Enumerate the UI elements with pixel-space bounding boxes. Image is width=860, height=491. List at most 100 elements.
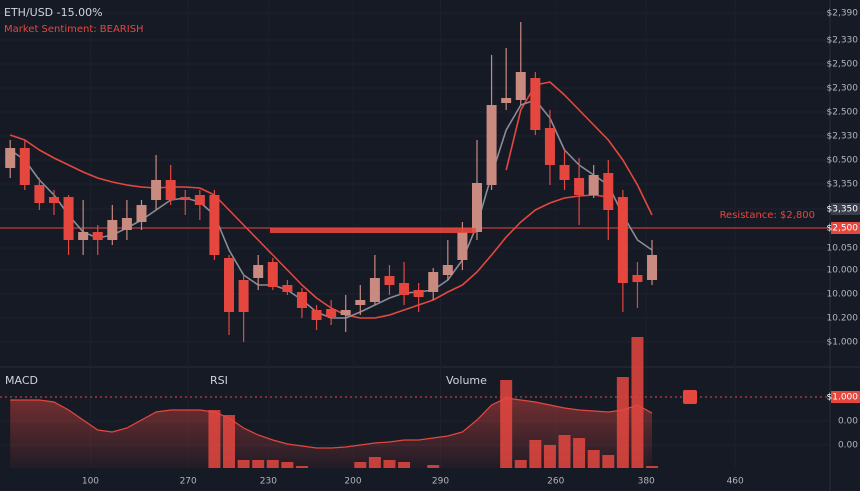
oscillator-area xyxy=(10,398,653,468)
y-tick-label: $1.000 xyxy=(827,338,859,348)
candle-body xyxy=(296,292,307,308)
candle-body xyxy=(34,185,45,203)
candle-body xyxy=(647,255,658,280)
candle-body xyxy=(384,276,395,285)
volume-bar xyxy=(237,460,250,468)
y-tick-label: $2,500 xyxy=(827,60,859,70)
candle-body xyxy=(121,218,132,230)
candle-body xyxy=(209,195,220,255)
volume-bar xyxy=(295,466,308,468)
volume-bar xyxy=(543,445,556,468)
candle-body xyxy=(282,285,293,292)
y-tick-label: $2,500 xyxy=(827,224,859,234)
candle-body xyxy=(151,180,162,200)
candle-body xyxy=(442,265,453,275)
volume-bar xyxy=(587,450,600,468)
y-tick-label: $1.000 xyxy=(827,393,859,403)
candle-body xyxy=(267,262,278,287)
candle-body xyxy=(632,275,643,282)
candle-body xyxy=(19,148,30,185)
candle-body xyxy=(92,232,103,240)
volume-bar xyxy=(646,466,659,468)
candle-body xyxy=(588,175,599,195)
x-tick-label: 260 xyxy=(547,477,564,487)
candle-body xyxy=(617,197,628,283)
y-tick-label: $2,390 xyxy=(827,9,859,19)
y-tick-label: 0.00 xyxy=(838,417,858,427)
candle-body xyxy=(194,195,205,205)
candle-body xyxy=(180,197,191,200)
x-tick-label: 200 xyxy=(344,477,361,487)
x-tick-label: 230 xyxy=(260,477,277,487)
y-tick-label: 10.000 xyxy=(827,266,859,276)
volume-bar xyxy=(602,455,615,468)
labels: $2,390 $2,330 $2,500 $2,300 $2.500 $2,330 $0.5… xyxy=(5,9,860,487)
y-tick-label: $2.500 xyxy=(827,108,859,118)
candle-body xyxy=(107,220,118,240)
volume-bar xyxy=(252,460,265,468)
candle-body xyxy=(544,128,555,165)
y-tick-label: $2,330 xyxy=(827,36,859,46)
x-tick-label: 100 xyxy=(82,477,99,487)
volume-bar xyxy=(223,415,236,468)
y-tick-label: $3,350 xyxy=(827,180,859,190)
volume-bar xyxy=(500,380,513,468)
candle-body xyxy=(530,78,541,130)
candle-body xyxy=(559,165,570,180)
tick-box xyxy=(831,391,860,403)
pane-label: Volume xyxy=(446,374,487,387)
x-tick-label: 380 xyxy=(638,477,655,487)
volume-bar xyxy=(398,462,411,468)
x-tick-label: 460 xyxy=(727,477,744,487)
candle-body xyxy=(253,265,264,278)
volume-bar xyxy=(529,440,542,468)
y-tick-label: $2,300 xyxy=(827,84,859,94)
volume-bar xyxy=(573,438,586,468)
y-tick-label: $0.500 xyxy=(827,156,859,166)
oscillator-line xyxy=(10,397,653,449)
volume-bar xyxy=(383,460,396,468)
y-tick-label: 10.050 xyxy=(827,244,859,254)
candle-body xyxy=(486,105,497,185)
candle-body xyxy=(165,180,176,200)
y-tick-label: $3,350 xyxy=(827,205,859,215)
candle-body xyxy=(238,280,249,312)
volume-bar xyxy=(354,462,367,468)
ma-line xyxy=(9,134,609,319)
candle-body xyxy=(63,197,74,240)
resistance-label: Resistance: $2,800 xyxy=(720,210,815,221)
volume-bar xyxy=(514,460,527,468)
plot xyxy=(0,22,830,468)
candle-body xyxy=(399,283,410,295)
x-tick-label: 290 xyxy=(432,477,449,487)
y-tick-label: 10.200 xyxy=(827,314,859,324)
candle-body xyxy=(5,148,16,168)
candle-body xyxy=(311,310,322,320)
volume-bar xyxy=(427,465,440,468)
volume-bar xyxy=(266,460,279,468)
pane-label: MACD xyxy=(5,374,38,387)
tick-box xyxy=(831,222,860,234)
candle-body xyxy=(224,258,235,312)
sentiment: Market Sentiment: BEARISH xyxy=(4,24,144,35)
volume-bar xyxy=(558,435,571,468)
candle-body xyxy=(413,290,424,297)
pane-label: RSI xyxy=(210,374,228,387)
volume-bar xyxy=(631,337,644,468)
candle-body xyxy=(48,197,59,203)
tick-box xyxy=(831,203,860,215)
candle-body xyxy=(574,178,585,195)
candle-body xyxy=(457,232,468,260)
marker-icon xyxy=(683,390,697,404)
candle-body xyxy=(428,272,439,292)
volume-bar xyxy=(368,457,381,468)
y-tick-label: 0.00 xyxy=(838,441,858,451)
y-tick-label: $2,330 xyxy=(827,132,859,142)
volume-bar xyxy=(281,462,294,468)
candle-body xyxy=(603,173,614,210)
x-tick-label: 270 xyxy=(180,477,197,487)
candle-body xyxy=(136,205,147,222)
candle-body xyxy=(340,310,351,315)
